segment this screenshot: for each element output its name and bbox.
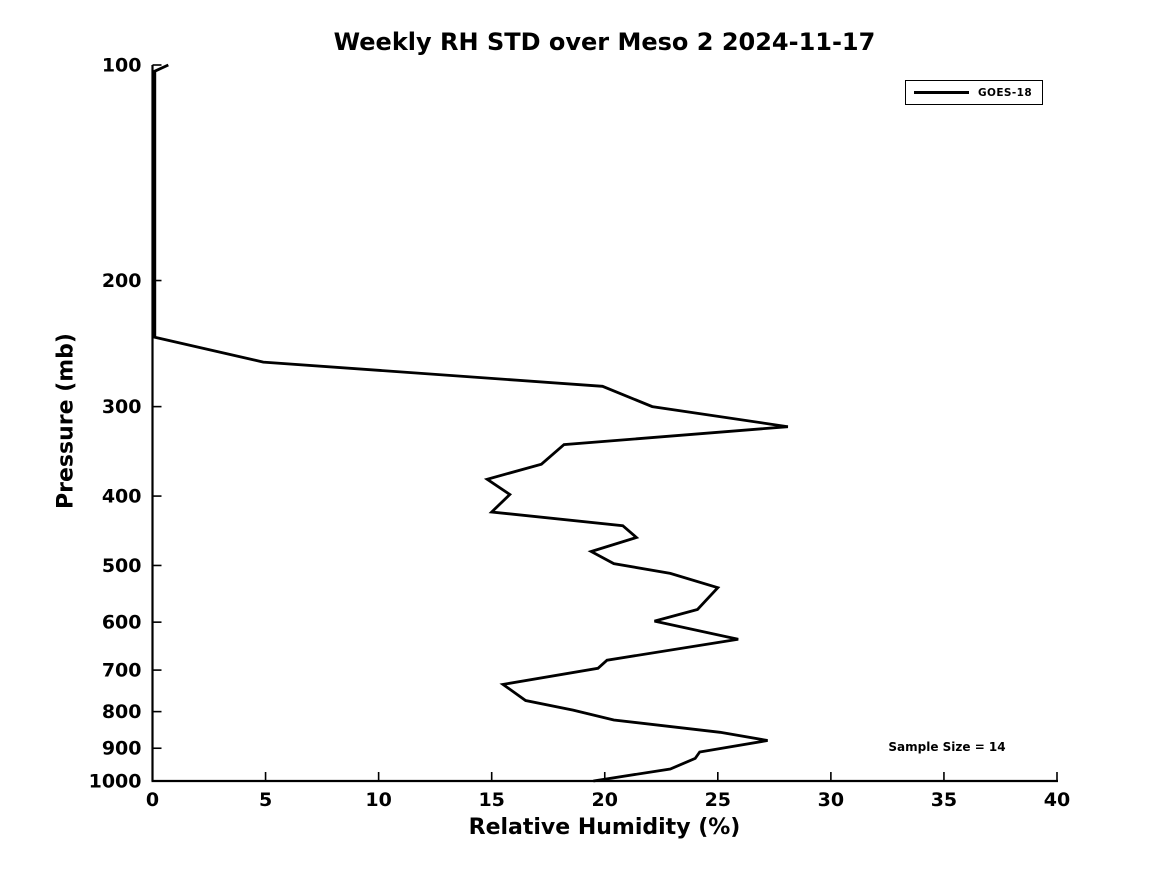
x-tick-label: 30 — [818, 789, 844, 811]
y-tick-label: 300 — [102, 396, 142, 418]
x-tick-label: 5 — [259, 789, 272, 811]
legend-line-sample — [914, 90, 969, 95]
x-tick-label: 25 — [705, 789, 731, 811]
y-tick-label: 700 — [102, 660, 142, 682]
x-tick-label: 20 — [592, 789, 618, 811]
y-tick-label: 400 — [102, 486, 142, 508]
y-tick-label: 800 — [102, 701, 142, 723]
x-tick-label: 10 — [365, 789, 391, 811]
x-tick-label: 40 — [1044, 789, 1070, 811]
legend-label: GOES-18 — [978, 86, 1033, 99]
y-tick-label: 500 — [102, 555, 142, 577]
y-tick-label: 100 — [102, 55, 142, 77]
y-axis-label: Pressure (mb) — [53, 333, 79, 509]
y-tick-label: 600 — [102, 612, 142, 634]
x-tick-label: 35 — [931, 789, 957, 811]
legend: GOES-18 — [905, 80, 1043, 105]
rh-std-profile-line — [153, 63, 789, 783]
y-tick-label: 900 — [102, 738, 142, 760]
y-tick-label: 200 — [102, 270, 142, 292]
x-axis-label: Relative Humidity (%) — [468, 815, 741, 840]
chart-title: Weekly RH STD over Meso 2 2024-11-17 — [333, 28, 876, 56]
sample-size-annotation: Sample Size = 14 — [888, 740, 1006, 754]
x-tick-label: 0 — [146, 789, 159, 811]
y-tick-label: 1000 — [89, 771, 142, 793]
x-tick-label: 15 — [478, 789, 504, 811]
